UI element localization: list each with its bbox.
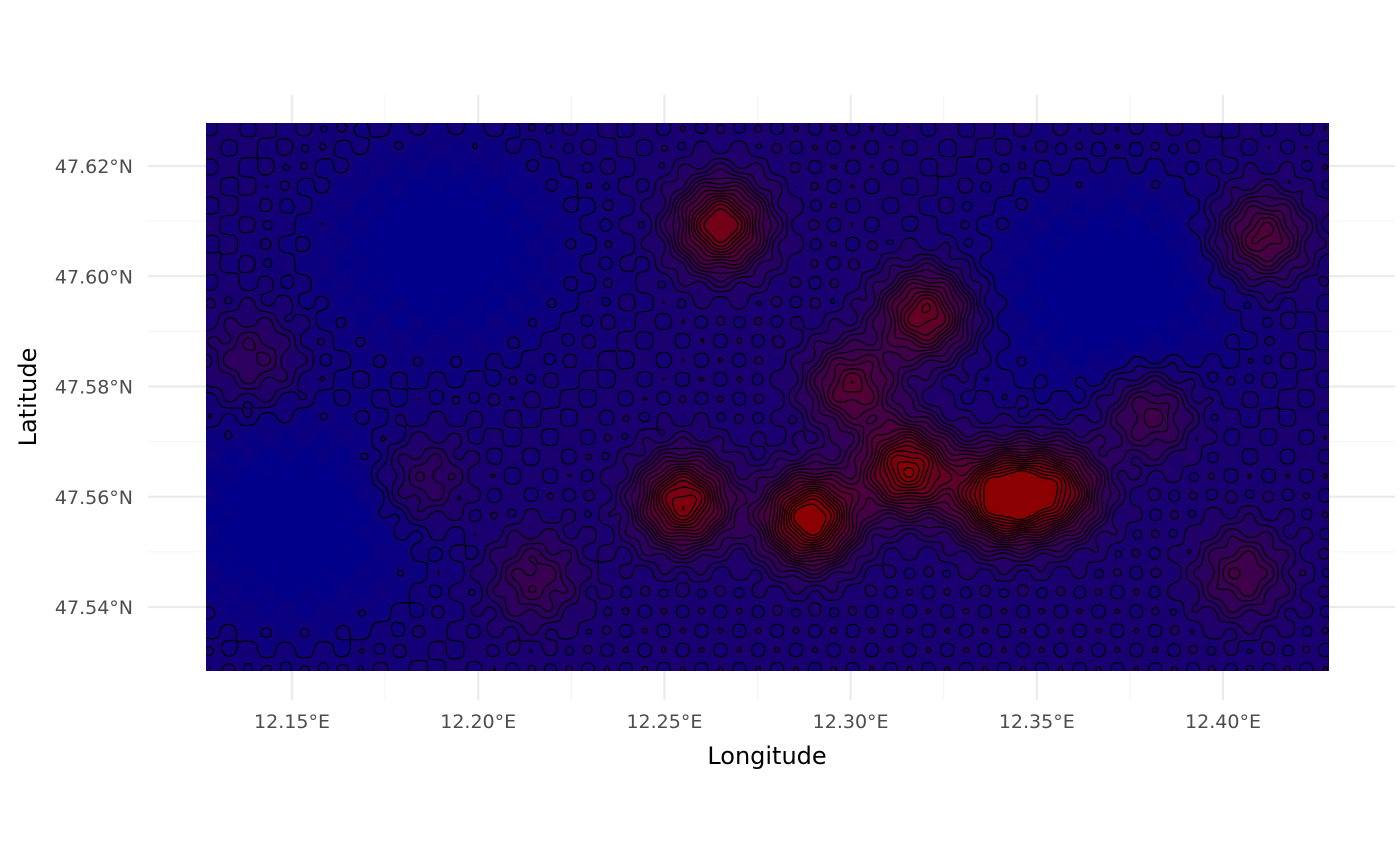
contour-line <box>510 177 1299 602</box>
contour-line <box>206 123 1329 671</box>
x-tick-label: 12.35°E <box>999 711 1075 733</box>
x-axis-title: Longitude <box>707 742 826 770</box>
contour-line <box>655 200 1083 552</box>
contour-line <box>645 192 1274 560</box>
x-tick-label: 12.25°E <box>626 711 702 733</box>
y-axis-tick-labels: 47.54°N 47.56°N 47.58°N 47.60°N 47.62°N <box>55 156 133 619</box>
x-axis-tick-labels: 12.15°E 12.20°E 12.25°E 12.30°E 12.35°E 12.40… <box>254 711 1261 733</box>
contour-line <box>206 123 1329 671</box>
x-tick-label: 12.30°E <box>813 711 889 733</box>
contour-line <box>242 168 1309 614</box>
y-tick-label: 47.56°N <box>55 487 133 509</box>
x-tick-label: 12.20°E <box>440 711 516 733</box>
contour-line <box>639 185 1291 580</box>
contour-line <box>642 189 1283 562</box>
contour-line <box>664 450 1072 544</box>
contour-line <box>661 208 1076 546</box>
y-tick-label: 47.62°N <box>55 156 133 178</box>
x-tick-label: 12.15°E <box>254 711 330 733</box>
y-axis-title: Latitude <box>14 348 42 447</box>
contour-line <box>222 162 1314 619</box>
contour-lines <box>206 123 1329 671</box>
contour-line <box>528 181 1295 597</box>
contour-line <box>658 203 1080 549</box>
x-tick-label: 12.40°E <box>1185 711 1261 733</box>
contour-line <box>793 466 1059 536</box>
y-tick-label: 47.60°N <box>55 266 133 288</box>
contour-line <box>681 461 1063 539</box>
y-tick-label: 47.54°N <box>55 597 133 619</box>
contour-line <box>653 197 1086 554</box>
y-tick-label: 47.58°N <box>55 377 133 399</box>
contour-line <box>671 454 1067 542</box>
contour-line <box>649 195 1088 557</box>
contour-line <box>206 123 1274 671</box>
contour-line <box>207 157 1327 636</box>
